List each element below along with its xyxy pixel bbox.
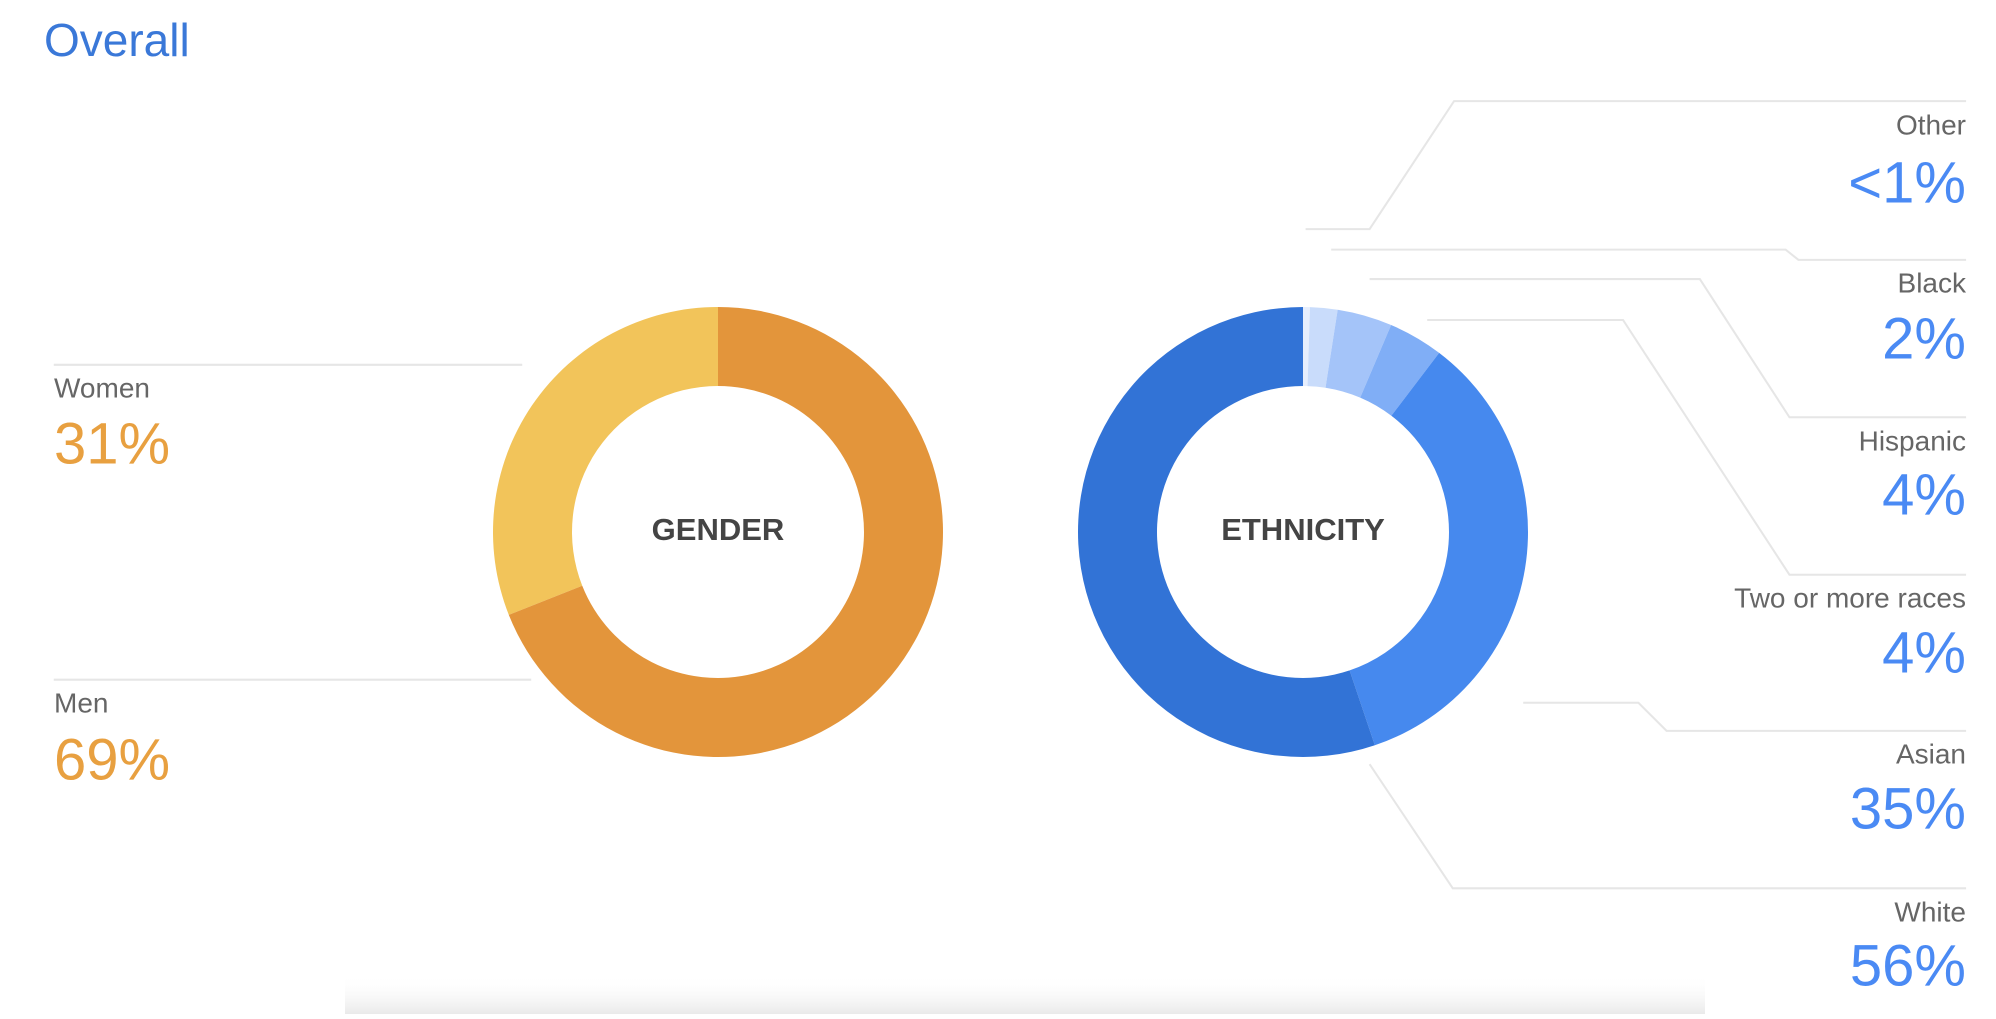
legend-label: Hispanic xyxy=(1859,425,1966,456)
legend-label: White xyxy=(1894,896,1966,927)
donut-center-label: GENDER xyxy=(652,512,785,547)
donut-slice xyxy=(1307,307,1338,388)
legend-label: Other xyxy=(1896,109,1966,140)
page-title: Overall xyxy=(44,14,190,66)
legend-label: Women xyxy=(54,372,150,403)
value-label: <1% xyxy=(1848,150,1966,215)
donut-slice xyxy=(1349,352,1528,746)
leader-line xyxy=(1523,701,1967,732)
legend-label: Black xyxy=(1898,267,1967,298)
leader-line xyxy=(1305,100,1967,231)
leader-line xyxy=(1427,318,1967,576)
legend-label: Men xyxy=(54,687,108,718)
leader-line xyxy=(1369,278,1967,419)
value-label: 69% xyxy=(54,727,170,792)
donut-slice xyxy=(493,307,718,615)
bottom-shadow xyxy=(345,975,1705,1014)
donut-slice xyxy=(1303,307,1310,387)
value-label: 2% xyxy=(1882,306,1966,371)
donut-slice xyxy=(1325,309,1392,398)
value-label: 35% xyxy=(1850,776,1966,841)
leader-line xyxy=(1331,248,1967,261)
leader-lines xyxy=(53,100,1967,890)
legend-label: Two or more races xyxy=(1734,582,1966,613)
donut-slice xyxy=(1360,324,1440,416)
value-label: 4% xyxy=(1882,462,1966,527)
donut-slice xyxy=(508,307,944,757)
value-label: 56% xyxy=(1850,933,1966,998)
donut-center-label: ETHNICITY xyxy=(1221,512,1385,547)
donut-slice xyxy=(1078,307,1375,758)
value-label: 31% xyxy=(54,411,170,476)
legend-label: Asian xyxy=(1896,738,1966,769)
value-label: 4% xyxy=(1882,620,1966,685)
leader-line xyxy=(1368,763,1967,890)
